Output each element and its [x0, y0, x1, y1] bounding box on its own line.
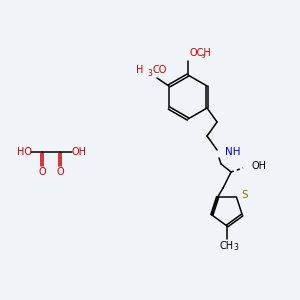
- Text: NH: NH: [225, 147, 241, 157]
- Text: H: H: [136, 65, 143, 75]
- Text: 3: 3: [233, 244, 238, 253]
- Text: S: S: [242, 190, 248, 200]
- Text: CH: CH: [220, 241, 234, 251]
- Text: CO: CO: [153, 65, 167, 75]
- Text: OH: OH: [71, 147, 86, 157]
- Text: O: O: [56, 167, 64, 177]
- Text: O: O: [38, 167, 46, 177]
- Text: OCH: OCH: [189, 48, 211, 58]
- Text: HO: HO: [16, 147, 32, 157]
- Text: 3: 3: [147, 68, 152, 77]
- Text: OH: OH: [251, 161, 266, 171]
- Text: ₃: ₃: [202, 52, 205, 61]
